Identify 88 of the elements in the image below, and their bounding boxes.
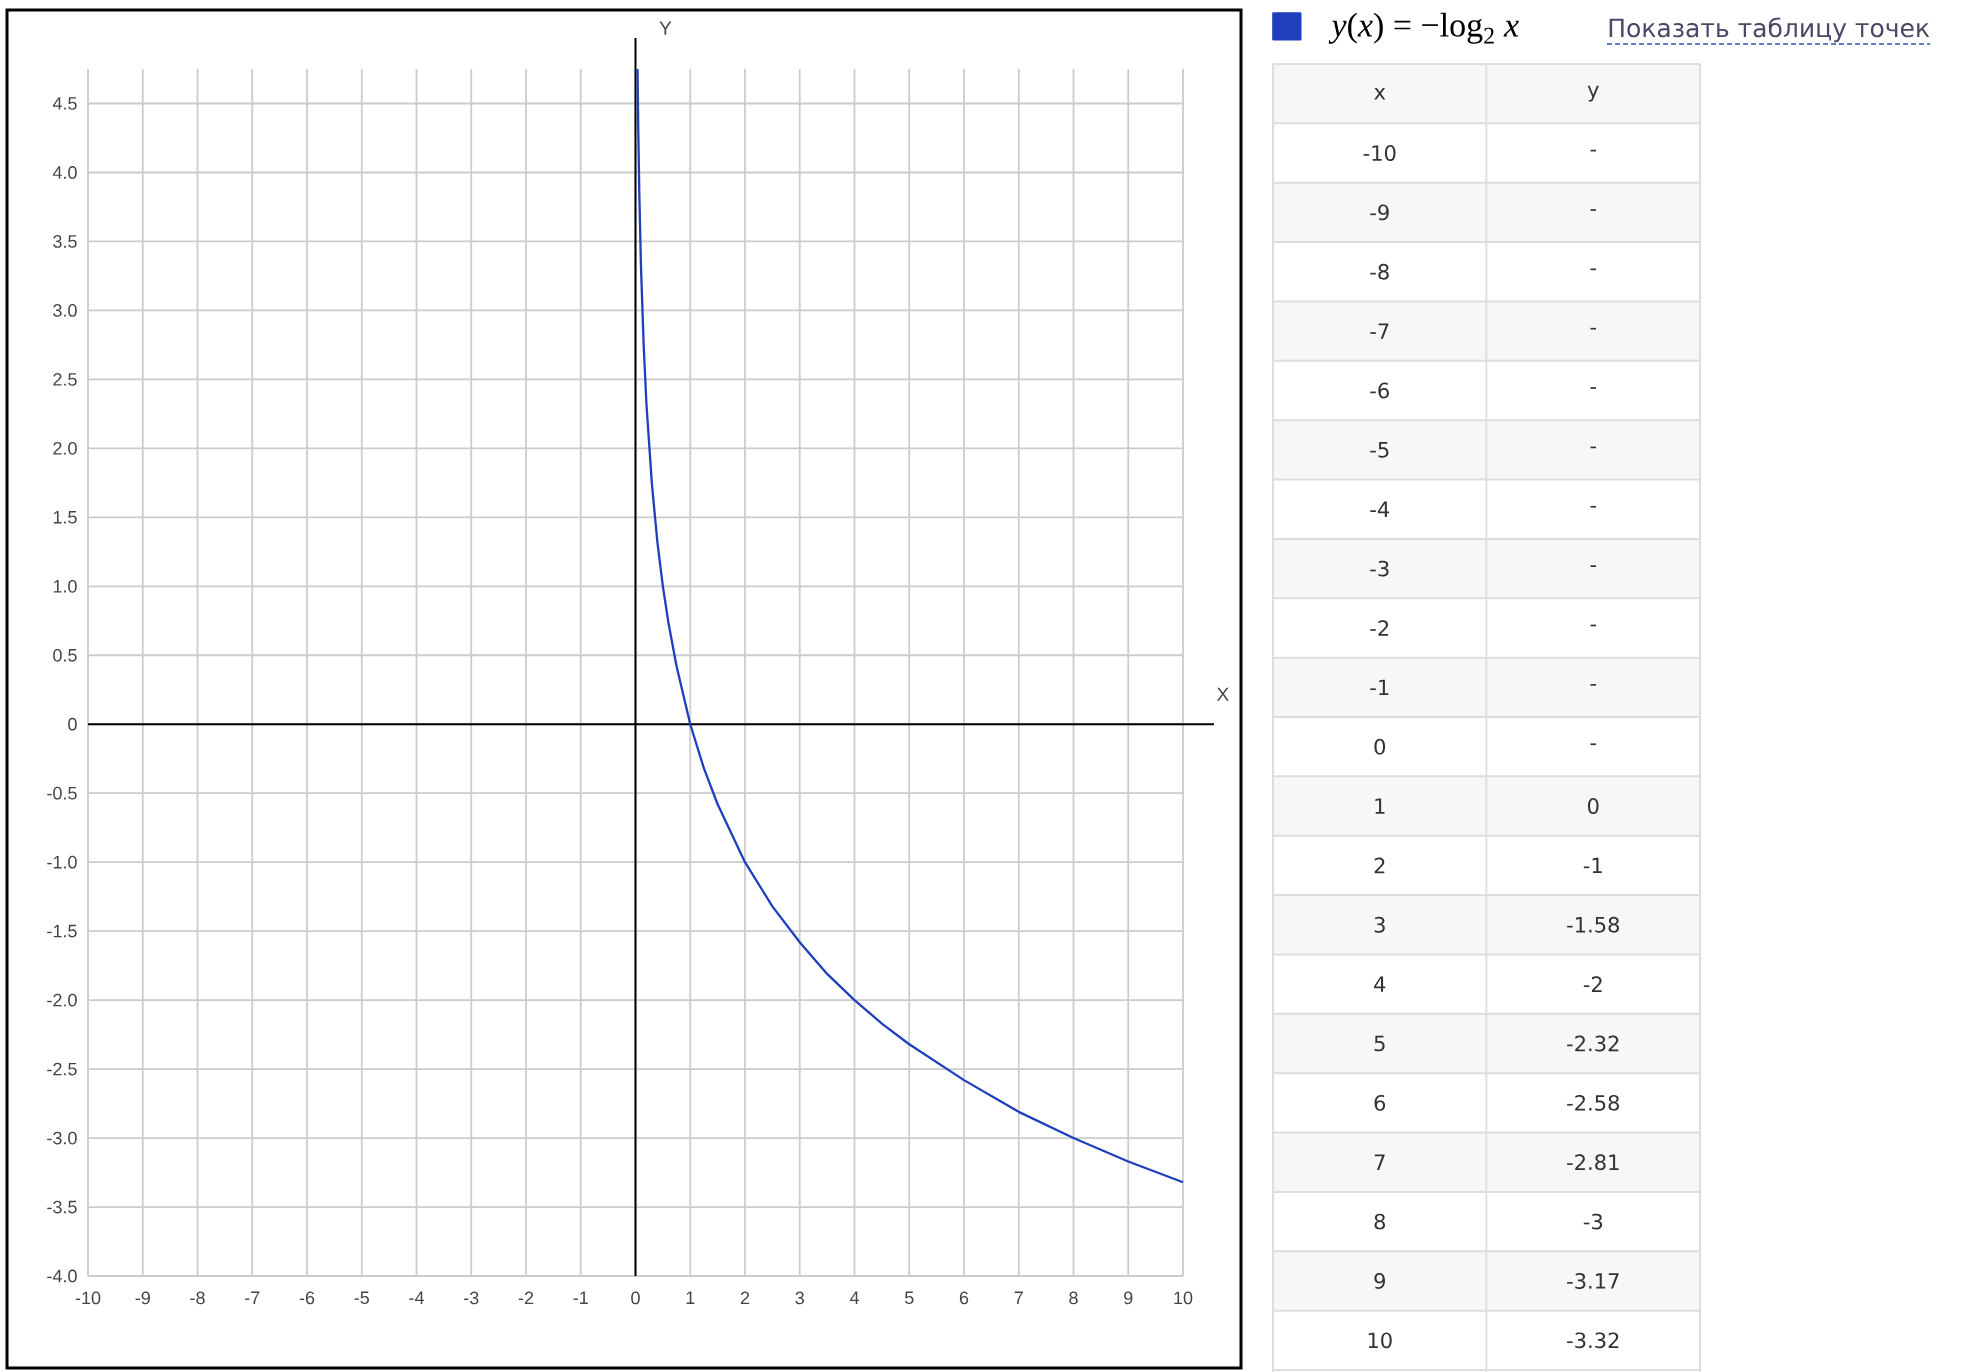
data-label: -2.81 [1567, 1154, 1619, 1171]
x-tick-label: 7 [1014, 1291, 1023, 1304]
x-tick-label: -10 [75, 1291, 101, 1305]
text: - [1590, 505, 1597, 508]
y-tick-label: -3.0 [47, 1131, 77, 1145]
x-tick-label: 8 [1069, 1291, 1078, 1305]
x-tick-label: y [1587, 85, 1599, 102]
y-tick-label: 4 [1374, 976, 1386, 992]
data-label: -2 [1583, 976, 1602, 992]
y-tick-label: 3 [1374, 916, 1385, 933]
text: - [1590, 268, 1597, 271]
y-tick-label: -3 [1370, 560, 1389, 577]
x-tick-label: 6 [959, 1291, 969, 1305]
y-tick-label: -6 [1370, 382, 1389, 399]
text: - [1590, 743, 1597, 746]
y-tick-label: 2 [1374, 857, 1385, 874]
y-tick-label: 3.0 [53, 304, 77, 317]
y-tick-label: -5 [1370, 442, 1389, 458]
y-axis-title: x [1374, 87, 1386, 100]
data-label: -3.17 [1567, 1273, 1619, 1289]
y-tick-label: 8 [1374, 1213, 1385, 1230]
x-tick-label: 9 [1124, 1291, 1133, 1305]
y-tick-label: 0.5 [53, 648, 77, 662]
x-tick-label: -7 [245, 1291, 260, 1304]
y-tick-label: 6 [1374, 1094, 1386, 1111]
y-tick-label: 0 [1374, 738, 1386, 755]
text: - [1590, 209, 1597, 211]
text: - [1590, 624, 1597, 627]
y-tick-label: 1.0 [53, 579, 77, 593]
y-tick-label: 4.0 [52, 166, 77, 179]
line-series [636, 67, 1185, 1184]
y-tick-label: -0.5 [47, 786, 77, 800]
y-tick-label: -2 [1370, 620, 1389, 636]
y-tick-label: 10 [1368, 1332, 1392, 1349]
y-tick-label: -8 [1370, 263, 1389, 280]
x-tick-label: -5 [354, 1291, 369, 1305]
y-tick-label: -2.0 [47, 993, 77, 1007]
data-label: -2.32 [1567, 1035, 1619, 1052]
y-tick-label: 2.5 [53, 373, 77, 386]
y-tick-label: -10 [1363, 145, 1396, 161]
x-tick-label: 4 [849, 1291, 859, 1304]
y-tick-label: -1.0 [47, 855, 77, 869]
text: Показать таблицу точек [1609, 17, 1930, 43]
text: - [1590, 684, 1597, 686]
x-tick-label: 2 [740, 1291, 750, 1305]
y-tick-label: -4.0 [47, 1269, 77, 1283]
x-tick-label: -6 [299, 1291, 315, 1305]
y-tick-label: -7 [1370, 323, 1389, 339]
data-label: -2.58 [1567, 1094, 1619, 1111]
y-tick-label: 1 [1375, 798, 1385, 814]
x-tick-label: -9 [135, 1291, 150, 1305]
data-label: 0 [1587, 798, 1599, 814]
y-axis-title: Y [659, 21, 672, 35]
data-label: -3 [1583, 1213, 1603, 1230]
data-label: -1 [1583, 857, 1602, 874]
y-tick-label: 4.5 [52, 97, 77, 110]
x-tick-label: -2 [518, 1291, 534, 1305]
data-label: -3.32 [1567, 1332, 1619, 1349]
y-tick-label: -2.5 [47, 1062, 77, 1076]
data-label: -1.58 [1567, 916, 1619, 933]
x-tick-label: -3 [464, 1291, 479, 1305]
y-tick-label: 9 [1374, 1273, 1385, 1289]
x-tick-label: -1 [573, 1291, 588, 1304]
x-tick-label: 10 [1174, 1291, 1193, 1305]
y-tick-label: -3.5 [47, 1200, 77, 1214]
y-tick-label: 2.0 [53, 441, 77, 455]
text: - [1590, 327, 1597, 330]
text: - [1590, 446, 1597, 449]
x-tick-label: -4 [409, 1291, 424, 1304]
text: - [1590, 565, 1597, 567]
y-tick-label: 1.5 [53, 511, 77, 524]
legend-label: y(x) = −log$_{2}$ x [1328, 12, 1519, 44]
x-tick-label: 3 [795, 1291, 804, 1305]
y-tick-label: 5 [1374, 1035, 1385, 1052]
y-tick-label: 7 [1374, 1154, 1385, 1170]
text: - [1590, 387, 1597, 389]
y-tick-label: -1 [1370, 679, 1389, 695]
y-tick-label: -4 [1370, 501, 1390, 517]
x-tick-label: 0 [631, 1291, 640, 1305]
x-tick-label: 5 [904, 1291, 914, 1305]
x-axis-title: X [1216, 687, 1229, 701]
y-tick-label: 3.5 [53, 235, 77, 248]
y-tick-label: -9 [1370, 204, 1389, 221]
y-tick-label: -1.5 [47, 924, 77, 938]
y-tick-label: 0 [68, 717, 77, 731]
text: - [1590, 149, 1597, 152]
x-tick-label: 1 [686, 1291, 695, 1304]
x-tick-label: -8 [190, 1291, 205, 1305]
